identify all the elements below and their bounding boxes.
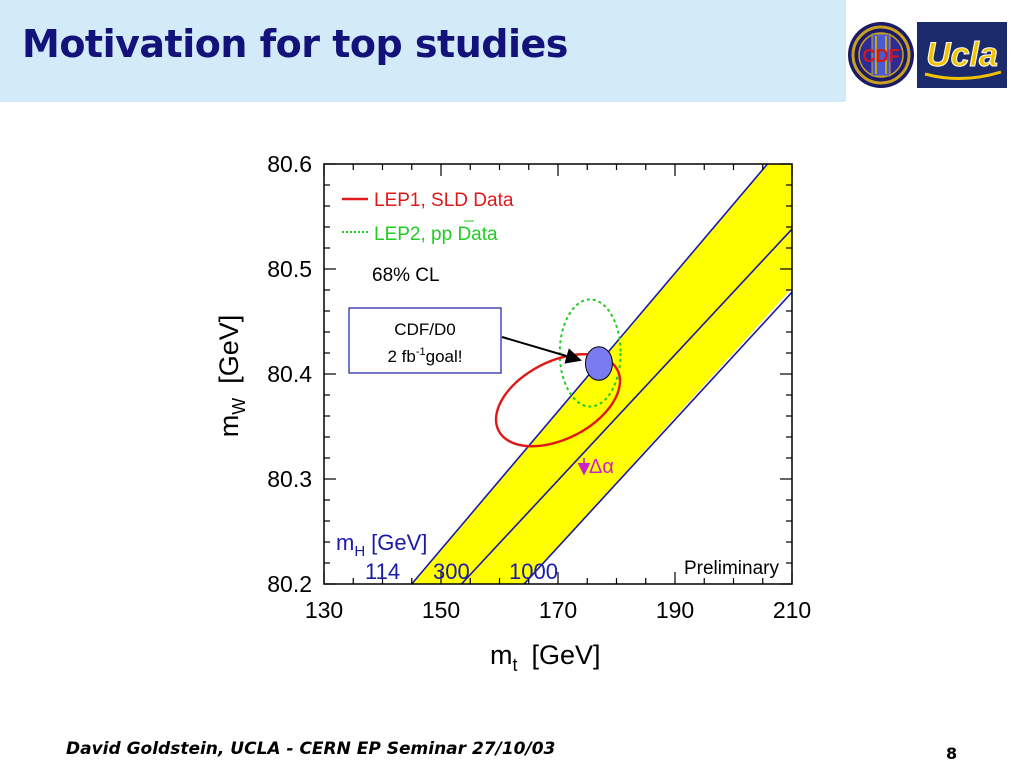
higgs-line-300 — [460, 227, 792, 584]
x-tick-label: 170 — [539, 597, 577, 623]
x-tick-label: 150 — [422, 597, 460, 623]
legend-label-lep2: LEP2, pp Data — [374, 224, 498, 245]
y-tick-label: 80.2 — [267, 571, 312, 597]
y-tick-labels: 80.2 80.3 80.4 80.5 80.6 — [267, 151, 312, 597]
higgs-value-114: 114 — [365, 559, 400, 584]
x-tick-label: 210 — [773, 597, 811, 623]
annotation-box — [348, 307, 502, 374]
annotation-line1: CDF/D0 — [394, 320, 455, 339]
preliminary-label: Preliminary — [684, 558, 780, 579]
title-bar — [0, 0, 846, 102]
legend: LEP1, SLD Data LEP2, pp Data — [342, 190, 514, 245]
chart: 130 150 170 190 210 80.2 80.3 80.4 80.5 … — [214, 151, 811, 675]
svg-text:CDF: CDF — [863, 46, 900, 66]
y-axis-label: mW[GeV] — [214, 315, 249, 438]
legend-label-lep1: LEP1, SLD Data — [374, 190, 514, 211]
cdf-logo: CDF — [848, 22, 914, 88]
x-axis-label: mt [GeV] — [490, 640, 601, 675]
page-number: 8 — [946, 744, 958, 763]
x-tick-label: 190 — [656, 597, 694, 623]
y-tick-label: 80.4 — [267, 361, 312, 387]
higgs-line-1000 — [523, 291, 792, 584]
y-tick-label: 80.5 — [267, 256, 312, 282]
x-tick-label: 130 — [305, 597, 343, 623]
delta-alpha-label: Δα — [589, 456, 614, 478]
higgs-mass-legend: mH [GeV] 114 300 1000 — [336, 530, 558, 584]
slide-title: Motivation for top studies — [22, 22, 568, 66]
y-tick-label: 80.6 — [267, 151, 312, 177]
delta-alpha-marker: Δα — [577, 456, 614, 478]
annotation-arrow — [501, 336, 582, 364]
cdf-d0-annotation: CDF/D0 2 fb-1goal! — [348, 307, 582, 374]
annotation-line2: 2 fb-1goal! — [387, 346, 462, 366]
cl-label: 68% CL — [372, 265, 440, 286]
higgs-title: mH [GeV] — [336, 530, 427, 560]
svg-text:Ucla: Ucla — [926, 36, 998, 74]
axis-ticks — [323, 163, 793, 585]
higgs-value-300: 300 — [433, 559, 470, 584]
higgs-value-1000: 1000 — [509, 559, 558, 584]
footer: David Goldstein, UCLA - CERN EP Seminar … — [66, 739, 556, 759]
y-tick-label: 80.3 — [267, 466, 312, 492]
lep1-contour — [494, 353, 622, 448]
ucla-logo: Ucla — [917, 22, 1007, 88]
cdf-d0-ellipse — [584, 346, 613, 381]
x-tick-labels: 130 150 170 190 210 — [305, 597, 811, 623]
